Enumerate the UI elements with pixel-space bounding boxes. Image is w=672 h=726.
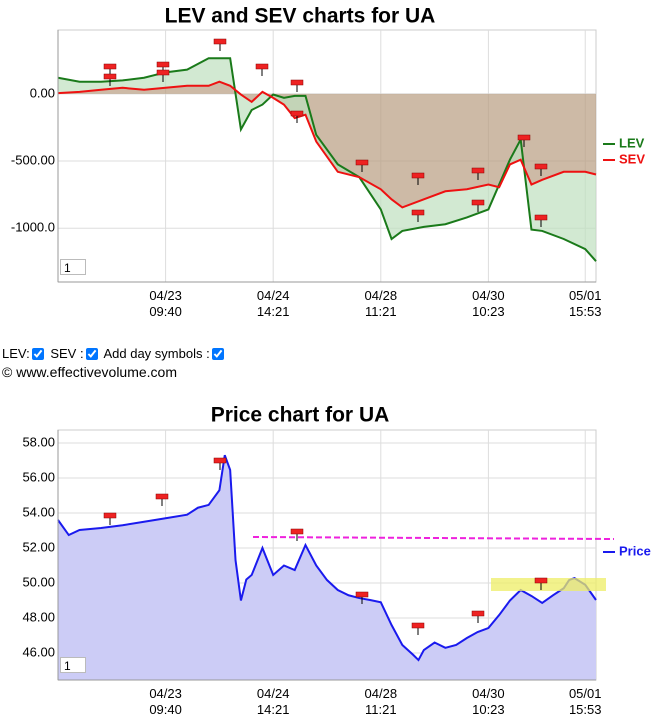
footer: © www.effectivevolume.com — [2, 364, 178, 380]
series-line — [57, 80, 597, 209]
legend-label: SEV — [619, 151, 645, 166]
resistance-line — [252, 536, 615, 540]
day-symbol — [213, 38, 227, 45]
y-tick-label: 48.00 — [22, 609, 55, 624]
y-tick-label: 50.00 — [22, 574, 55, 589]
x-tick-label: 04/24 14:21 — [256, 686, 290, 717]
day-symbol — [213, 457, 227, 464]
day-symbol — [290, 110, 304, 117]
sev-checkbox[interactable] — [85, 348, 98, 360]
day-symbol — [534, 214, 548, 221]
day-symbol — [290, 79, 304, 86]
y-tick-label: 54.00 — [22, 504, 55, 519]
legend-label: LEV — [619, 135, 645, 150]
lev-sev-band — [58, 58, 596, 262]
y-tick-label: 58.00 — [22, 434, 55, 449]
day-symbol — [156, 69, 170, 76]
x-tick-label: 05/01 15:53 — [568, 288, 602, 319]
controls: LEV: SEV : Add day symbols : — [2, 346, 227, 361]
series-line — [57, 57, 597, 262]
y-tick-label: 52.00 — [22, 539, 55, 554]
annotations — [103, 38, 615, 635]
x-tick-label: 04/28 11:21 — [364, 288, 398, 319]
day-symbols-checkbox[interactable] — [211, 348, 224, 360]
highlight-zone — [491, 578, 606, 591]
series-line — [57, 454, 597, 662]
x-tick-label: 05/01 15:53 — [568, 686, 602, 717]
day-symbol — [290, 528, 304, 535]
label: LEV: — [2, 346, 30, 361]
lev-checkbox[interactable] — [31, 348, 44, 360]
zoom-input: 1 — [60, 259, 86, 275]
day-symbol — [411, 622, 425, 629]
zoom-input: 1 — [60, 657, 86, 673]
y-tick-label: -500.00 — [11, 152, 55, 167]
day-symbol — [471, 167, 485, 174]
day-symbol — [517, 134, 531, 141]
day-symbol — [411, 172, 425, 179]
sev-area — [58, 81, 596, 208]
x-tick-label: 04/24 14:21 — [256, 288, 290, 319]
legend-label: Price — [619, 543, 651, 558]
x-tick-label: 04/28 11:21 — [364, 686, 398, 717]
day-symbol — [355, 159, 369, 166]
chart-title: LEV and SEV charts for UA — [165, 5, 436, 28]
day-symbol — [156, 61, 170, 68]
day-symbol — [534, 163, 548, 170]
y-tick-label: 56.00 — [22, 469, 55, 484]
label: Add day symbols : — [103, 346, 210, 361]
chart-title: Price chart for UA — [211, 404, 390, 427]
day-symbol — [103, 73, 117, 80]
x-tick-label: 04/23 09:40 — [149, 686, 182, 717]
day-symbol — [471, 610, 485, 617]
label: SEV : — [50, 346, 84, 361]
day-symbol — [103, 63, 117, 70]
day-symbol — [355, 591, 369, 598]
x-tick-label: 04/30 10:23 — [472, 288, 505, 319]
day-symbol — [155, 493, 169, 500]
day-symbol — [411, 209, 425, 216]
y-tick-label: 0.00 — [30, 85, 55, 100]
day-symbol — [103, 512, 117, 519]
y-tick-label: -1000.0 — [11, 220, 55, 235]
x-tick-label: 04/23 09:40 — [149, 288, 182, 319]
day-symbol — [255, 63, 269, 70]
day-symbol — [534, 577, 548, 584]
y-tick-label: 46.00 — [22, 644, 55, 659]
day-symbol — [471, 199, 485, 206]
x-tick-label: 04/30 10:23 — [472, 686, 505, 717]
